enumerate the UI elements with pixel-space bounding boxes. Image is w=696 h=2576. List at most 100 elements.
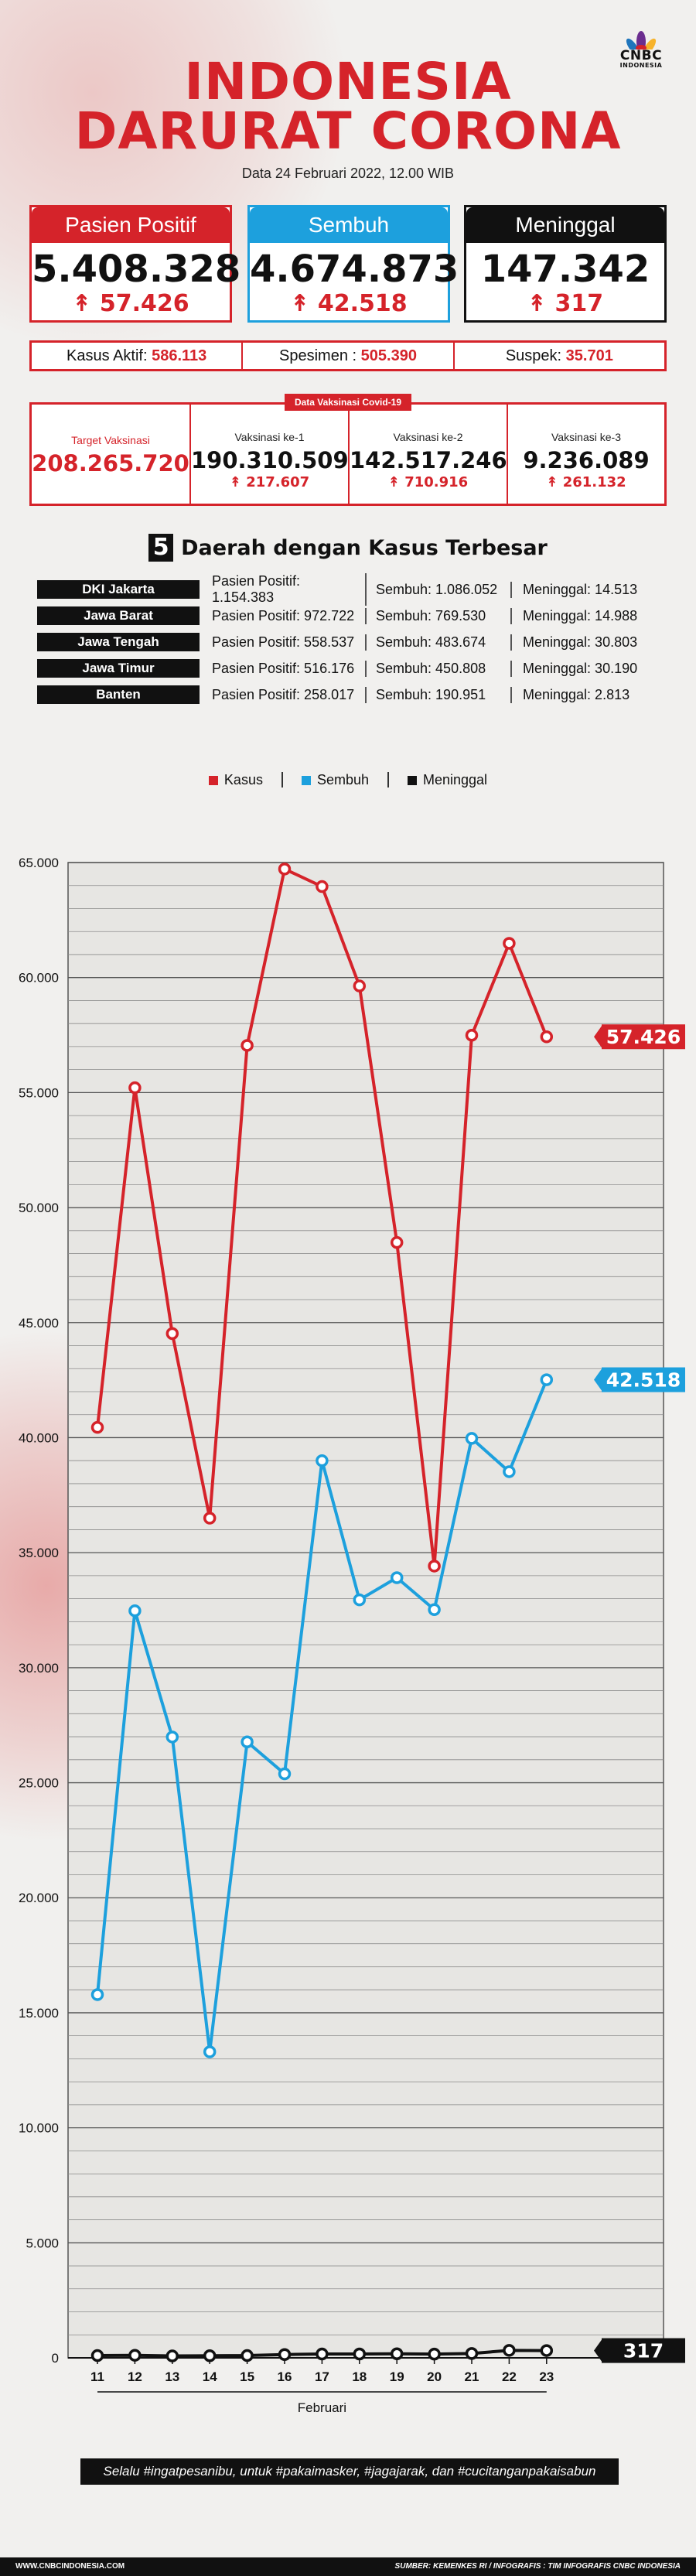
double-chevron-up-icon: ↟ [546,474,558,490]
data-point-kasus [316,880,329,893]
top5-number: 5 [148,534,174,562]
region-meninggal: Meninggal: 2.813 [523,686,630,702]
data-date: Data 24 Februari 2022, 12.00 WIB [241,166,455,181]
region-name: Jawa Tengah [37,633,200,651]
chart-legend: Kasus Sembuh Meninggal [0,772,696,788]
x-tick-label: 17 [315,2369,329,2384]
data-point-kasus [540,1030,554,1044]
data-point-kasus [241,1039,254,1052]
legend-kasus: Kasus [208,772,263,788]
y-tick-label: 45.000 [19,1316,59,1331]
data-point-kasus [165,1327,179,1341]
end-label-meninggal: 317 [623,2340,664,2362]
data-point-meninggal [316,2347,329,2361]
data-point-sembuh [241,1735,254,1749]
cnbc-logo: CNBC INDONESIA [608,23,674,69]
region-name: Jawa Timur [37,659,200,678]
stat-meninggal: Meninggal 147.342 ↟ 317 [464,205,667,323]
region-sembuh: Sembuh: 769.530 [367,607,512,624]
data-point-kasus [90,1420,104,1434]
plot-area [67,862,664,2359]
data-point-sembuh [316,1454,329,1467]
data-point-meninggal [128,2349,142,2362]
region-positif: Pasien Positif: 1.154.383 [200,573,367,606]
data-point-sembuh [278,1767,292,1781]
region-row: Banten Pasien Positif: 258.017 Sembuh: 1… [37,685,671,705]
x-tick-label: 21 [465,2369,479,2384]
title-line-1: INDONESIA [184,52,512,111]
data-point-kasus [465,1029,479,1042]
y-tick-label: 55.000 [19,1085,59,1100]
region-sembuh: Sembuh: 1.086.052 [367,581,512,598]
region-name: Banten [37,685,200,704]
y-tick-label: 5.000 [26,2236,59,2250]
y-tick-label: 15.000 [19,2006,59,2021]
peacock-icon [626,31,657,50]
end-label-sembuh: 42.518 [606,1369,681,1392]
region-row: Jawa Tengah Pasien Positif: 558.537 Semb… [37,632,671,652]
data-point-sembuh [165,1730,179,1744]
data-point-meninggal [90,2349,104,2362]
end-label-box [602,2338,685,2363]
x-tick-label: 20 [427,2369,442,2384]
stat-meninggal-label: Meninggal [466,207,664,243]
data-point-sembuh [503,1465,516,1478]
y-tick-label: 35.000 [19,1546,59,1560]
region-meninggal: Meninggal: 14.988 [523,607,638,624]
stat-positif-increase: ↟ 57.426 [72,290,189,317]
data-point-meninggal [165,2349,179,2362]
data-point-sembuh [390,1571,404,1584]
x-tick-label: 19 [390,2369,404,2384]
data-point-meninggal [540,2344,554,2357]
end-label-kasus: 57.426 [606,1026,681,1048]
x-tick-label: 18 [352,2369,367,2384]
footer-source: SUMBER: KEMENKES RI / INFOGRAFIS : TIM I… [394,2562,681,2571]
region-name: DKI Jakarta [37,580,200,599]
data-point-meninggal [241,2349,254,2362]
vaksin-target: Target Vaksinasi 208.265.720 [32,434,189,477]
double-chevron-up-icon: ↟ [527,290,548,317]
y-tick-label: 10.000 [19,2121,59,2136]
y-tick-label: 25.000 [19,1776,59,1791]
y-tick-label: 30.000 [19,1661,59,1676]
data-point-sembuh [90,1988,104,2001]
slogan-banner: Selalu #ingatpesanibu, untuk #pakaimaske… [80,2458,619,2485]
end-label-box [602,1024,685,1050]
region-positif: Pasien Positif: 972.722 [200,607,367,624]
data-point-sembuh [428,1603,441,1617]
suspek: Suspek: 35.701 [452,343,664,369]
region-sembuh: Sembuh: 190.951 [367,686,512,703]
double-chevron-up-icon: ↟ [387,474,400,490]
stat-sembuh-label: Sembuh [250,207,448,243]
data-point-kasus [390,1235,404,1249]
data-point-meninggal [465,2347,479,2360]
spesimen: Spesimen : 505.390 [241,343,452,369]
data-point-sembuh [540,1373,554,1386]
data-point-kasus [278,863,292,876]
data-point-meninggal [353,2347,367,2361]
x-tick-label: 12 [128,2369,142,2384]
region-meninggal: Meninggal: 30.803 [523,634,638,650]
data-point-meninggal [278,2348,292,2361]
region-positif: Pasien Positif: 258.017 [200,686,367,703]
kasus-aktif: Kasus Aktif: 586.113 [67,347,207,364]
y-tick-label: 65.000 [19,856,59,870]
stat-positif-value: 5.408.328 [32,248,241,291]
data-point-kasus [203,1512,217,1525]
stat-meninggal-increase: ↟ 317 [527,290,604,317]
double-chevron-up-icon: ↟ [290,290,310,317]
data-point-sembuh [353,1593,367,1607]
legend-sembuh: Sembuh [301,772,369,788]
region-row: DKI Jakarta Pasien Positif: 1.154.383 Se… [37,573,671,606]
vaksin-dosis-1: Vaksinasi ke-1 190.310.509 ↟ 217.607 [189,405,349,504]
y-tick-label: 40.000 [19,1430,59,1445]
x-tick-label: 22 [502,2369,517,2384]
end-label-pointer [594,1026,602,1048]
data-point-meninggal [390,2347,404,2360]
x-tick-label: 15 [240,2369,254,2384]
region-meninggal: Meninggal: 30.190 [523,660,638,676]
region-row: Jawa Timur Pasien Positif: 516.176 Sembu… [37,658,671,678]
logo-text: CNBC [619,48,663,63]
stat-sembuh-increase: ↟ 42.518 [290,290,408,317]
